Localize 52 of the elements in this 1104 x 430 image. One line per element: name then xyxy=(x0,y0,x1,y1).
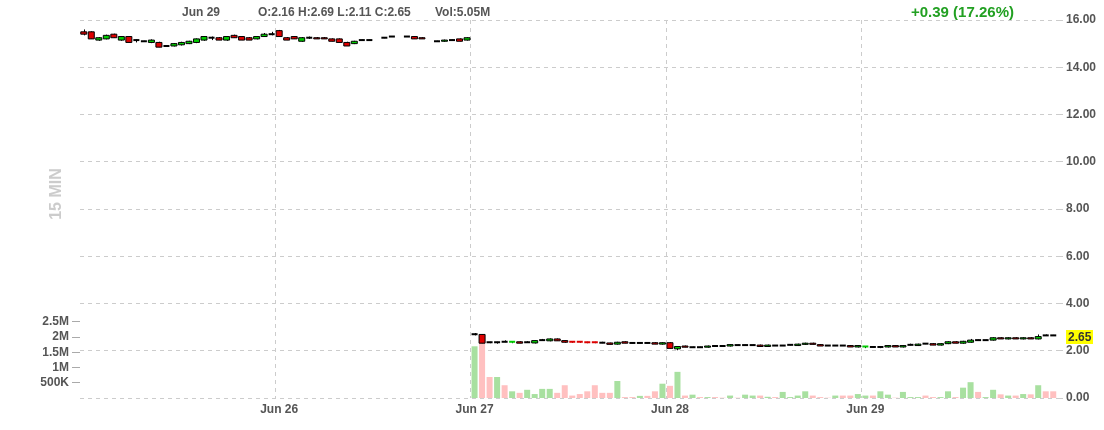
bar xyxy=(479,343,486,398)
bar xyxy=(471,346,478,398)
text: +0.39 (17.26%) xyxy=(911,3,1014,20)
bar xyxy=(960,387,967,398)
y-tick-label: 6.00 xyxy=(1066,248,1090,263)
bar xyxy=(1020,394,1027,398)
bar xyxy=(554,392,561,398)
x-tick-label: Jun 29 xyxy=(846,401,885,416)
text: 2.65 xyxy=(1066,330,1094,344)
text: Jun 29 xyxy=(182,5,221,19)
bar xyxy=(501,385,508,398)
text: Vol:5.05M xyxy=(435,5,491,19)
y2-tick-label: 2M xyxy=(52,329,69,344)
bar xyxy=(614,380,621,398)
y-tick-label: 2.00 xyxy=(1066,343,1090,358)
bar xyxy=(524,389,531,398)
y2-tick-label: 1M xyxy=(52,359,69,374)
y-tick-label: 14.00 xyxy=(1066,59,1097,74)
bar xyxy=(997,394,1004,398)
x-tick-label: Jun 28 xyxy=(650,401,690,416)
y2-tick-label: 2.5M xyxy=(42,314,69,329)
bar xyxy=(659,383,666,398)
bar xyxy=(486,377,493,398)
y-tick-label: 12.00 xyxy=(1066,106,1097,121)
bar xyxy=(546,388,553,398)
y-tick-label: 16.00 xyxy=(1066,12,1097,27)
y-tick-label: 4.00 xyxy=(1066,295,1090,310)
bar xyxy=(606,392,613,398)
y2-tick-label: 1.5M xyxy=(42,344,69,359)
bar xyxy=(689,394,696,398)
bar xyxy=(1035,385,1042,398)
y-tick-label: 8.00 xyxy=(1066,201,1090,216)
bar xyxy=(509,391,516,398)
bar xyxy=(884,394,891,398)
y-tick-label: 10.00 xyxy=(1066,154,1097,169)
bar xyxy=(674,371,681,398)
x-tick-label: Jun 26 xyxy=(260,401,299,416)
y2-tick-label: 500K xyxy=(40,375,70,390)
bar xyxy=(636,395,643,398)
x-tick-label: Jun 27 xyxy=(455,401,494,416)
bar xyxy=(877,391,884,398)
bar xyxy=(494,377,501,398)
bar xyxy=(742,394,749,398)
bar xyxy=(1027,394,1034,398)
y-tick-label: 0.00 xyxy=(1066,390,1090,405)
bar xyxy=(666,385,673,398)
bar xyxy=(975,391,982,398)
bar xyxy=(644,395,651,398)
text: O:2.16 H:2.69 L:2.11 C:2.65 xyxy=(258,5,411,19)
bar xyxy=(516,392,523,398)
bar xyxy=(651,391,658,398)
bar xyxy=(967,382,974,398)
